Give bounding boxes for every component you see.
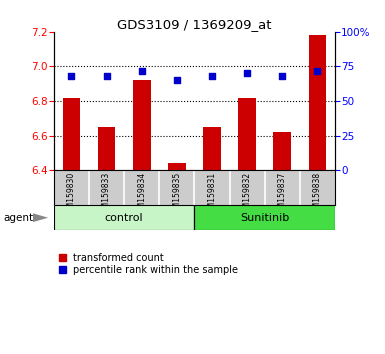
Bar bbox=[54, 205, 194, 230]
Text: GSM159838: GSM159838 bbox=[313, 172, 322, 218]
Point bbox=[174, 78, 180, 83]
Point bbox=[314, 68, 320, 73]
Point bbox=[209, 73, 215, 79]
Bar bbox=[168, 163, 186, 170]
Legend: transformed count, percentile rank within the sample: transformed count, percentile rank withi… bbox=[59, 253, 238, 275]
Text: GSM159837: GSM159837 bbox=[278, 172, 287, 218]
Text: GSM159835: GSM159835 bbox=[172, 172, 181, 218]
Title: GDS3109 / 1369209_at: GDS3109 / 1369209_at bbox=[117, 18, 272, 31]
Bar bbox=[309, 35, 326, 170]
Bar bbox=[133, 80, 151, 170]
Text: agent: agent bbox=[4, 213, 34, 223]
Text: Sunitinib: Sunitinib bbox=[240, 213, 289, 223]
Text: GSM159831: GSM159831 bbox=[208, 172, 216, 218]
Bar bbox=[63, 98, 80, 170]
Bar bbox=[194, 205, 335, 230]
Bar bbox=[98, 127, 116, 170]
Bar bbox=[203, 127, 221, 170]
Text: GSM159833: GSM159833 bbox=[102, 172, 111, 218]
Point bbox=[139, 68, 145, 73]
Text: GSM159832: GSM159832 bbox=[243, 172, 252, 218]
Point bbox=[279, 73, 285, 79]
Point bbox=[69, 73, 75, 79]
Point bbox=[104, 73, 110, 79]
Text: control: control bbox=[105, 213, 144, 223]
Text: GSM159830: GSM159830 bbox=[67, 172, 76, 218]
Bar bbox=[273, 132, 291, 170]
Polygon shape bbox=[33, 213, 48, 222]
Text: GSM159834: GSM159834 bbox=[137, 172, 146, 218]
Bar bbox=[238, 98, 256, 170]
Point bbox=[244, 70, 250, 76]
